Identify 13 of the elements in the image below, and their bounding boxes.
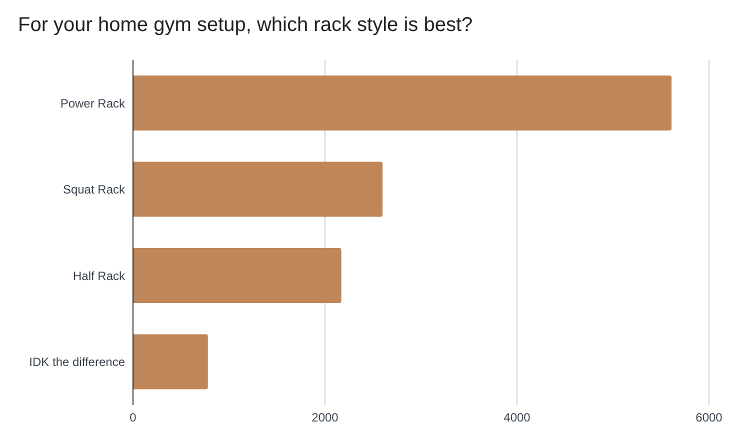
bar: [133, 248, 342, 304]
x-tick-label: 2000: [312, 410, 339, 425]
chart-title: For your home gym setup, which rack style is best?: [18, 14, 473, 37]
x-tick-label: 6000: [696, 410, 723, 425]
bar: [133, 334, 208, 390]
bar: [133, 76, 672, 131]
y-tick-label: Half Rack: [72, 268, 126, 283]
y-tick-label: Power Rack: [60, 96, 126, 110]
x-tick-label: 4000: [504, 410, 531, 425]
x-tick-label: 0: [130, 410, 137, 425]
y-tick-label: IDK the difference: [29, 355, 126, 370]
bar: [133, 162, 383, 217]
y-tick-label: Squat Rack: [62, 182, 126, 197]
